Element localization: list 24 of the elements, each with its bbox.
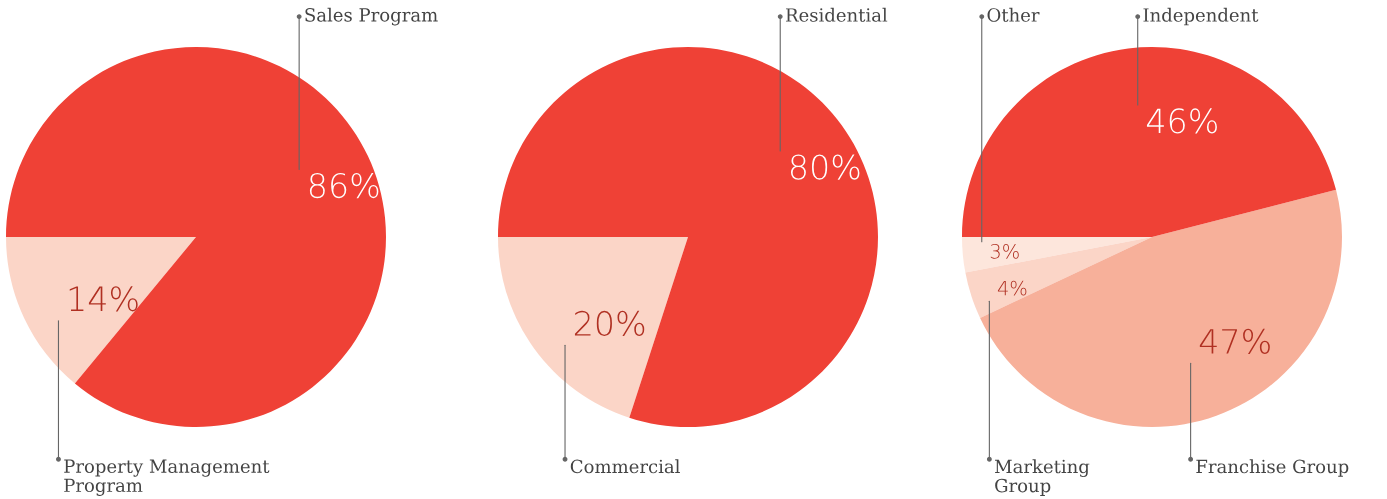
pie-slice xyxy=(962,237,1152,273)
data-label: 47% xyxy=(1199,328,1270,354)
data-label: 46% xyxy=(1146,108,1217,134)
slice-label: Marketing Group xyxy=(995,459,1090,496)
slice-label: Franchise Group xyxy=(1196,459,1349,477)
slice-label: Other xyxy=(987,7,1040,22)
slice-label: Property Management Program xyxy=(64,459,270,496)
pie-slice xyxy=(965,237,1152,318)
pie-slice xyxy=(6,47,386,427)
data-label: 20% xyxy=(574,310,645,337)
pie-slice xyxy=(498,47,878,427)
data-label: 3% xyxy=(990,244,1019,259)
slice-label: Residential xyxy=(785,7,888,22)
data-label: 4% xyxy=(997,280,1027,296)
data-label: 80% xyxy=(790,154,860,180)
pie-slice xyxy=(980,189,1342,427)
slice-label: Commercial xyxy=(570,459,680,474)
slice-label: Independent xyxy=(1143,7,1259,26)
pie-slice xyxy=(962,47,1337,237)
data-label: 14% xyxy=(69,286,138,312)
pie-slice xyxy=(498,237,688,418)
data-label: 86% xyxy=(309,172,379,199)
slice-label: Sales Program xyxy=(305,7,438,26)
pie-slice xyxy=(6,237,196,384)
